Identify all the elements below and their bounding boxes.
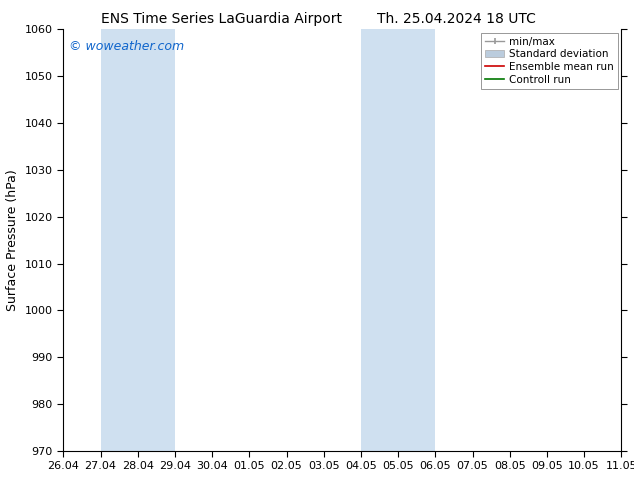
Text: ENS Time Series LaGuardia Airport: ENS Time Series LaGuardia Airport <box>101 12 342 26</box>
Y-axis label: Surface Pressure (hPa): Surface Pressure (hPa) <box>6 169 19 311</box>
Bar <box>361 29 436 451</box>
Text: © woweather.com: © woweather.com <box>69 40 184 53</box>
Legend: min/max, Standard deviation, Ensemble mean run, Controll run: min/max, Standard deviation, Ensemble me… <box>481 32 618 89</box>
Text: Th. 25.04.2024 18 UTC: Th. 25.04.2024 18 UTC <box>377 12 536 26</box>
Bar <box>101 29 175 451</box>
Bar <box>621 29 634 451</box>
